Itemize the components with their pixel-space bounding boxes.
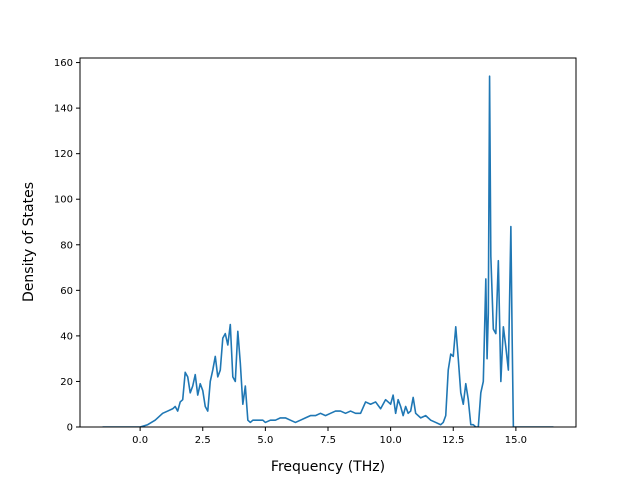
x-tick-label: 7.5: [320, 435, 336, 446]
y-tick-label: 0: [67, 423, 73, 434]
y-tick-label: 100: [54, 195, 73, 206]
dos-series-line: [102, 75, 554, 427]
y-tick-label: 60: [60, 286, 73, 297]
y-tick-label: 140: [54, 104, 73, 115]
y-axis: 0 20 40 60 80 100 120 140 160: [54, 58, 80, 434]
y-tick-label: 80: [60, 240, 73, 251]
y-tick-label: 120: [54, 149, 73, 160]
x-tick-label: 10.0: [379, 435, 401, 446]
plot-area: [102, 75, 554, 427]
y-tick-label: 20: [60, 377, 73, 388]
x-tick-label: 0.0: [132, 435, 148, 446]
plot-frame: [79, 57, 577, 428]
x-tick-label: 15.0: [505, 435, 527, 446]
x-tick-label: 12.5: [442, 435, 464, 446]
y-tick-label: 40: [60, 331, 73, 342]
x-tick-label: 5.0: [257, 435, 273, 446]
x-tick-label: 2.5: [195, 435, 211, 446]
x-axis-label: Frequency (THz): [271, 459, 385, 475]
y-tick-label: 160: [54, 58, 73, 69]
x-axis: 0.0 2.5 5.0 7.5 10.0 12.5 15.0: [132, 427, 527, 446]
y-axis-label: Density of States: [21, 182, 37, 302]
